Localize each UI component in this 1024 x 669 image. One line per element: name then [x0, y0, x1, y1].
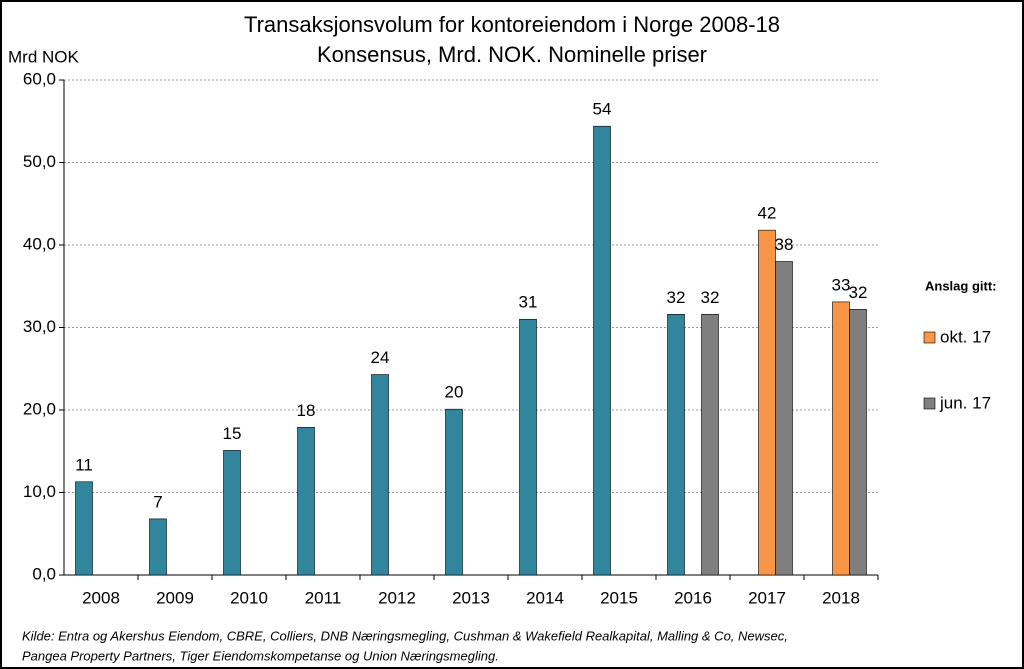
bar — [849, 309, 867, 576]
x-tick-label: 2011 — [305, 588, 342, 607]
y-tick-label: 0,0 — [32, 564, 56, 583]
x-tick-label: 2013 — [452, 588, 490, 607]
data-label: 32 — [701, 288, 720, 307]
x-tick-label: 2018 — [822, 588, 860, 607]
y-tick-label: 20,0 — [23, 399, 56, 418]
bar — [701, 313, 719, 576]
x-tick-label: 2008 — [82, 588, 120, 607]
legend-title: Anslag gitt: — [925, 278, 997, 293]
y-axis-label: Mrd NOK — [8, 47, 80, 66]
bar — [149, 518, 167, 576]
legend-label: jun. 17 — [939, 393, 991, 412]
data-label: 18 — [297, 401, 316, 420]
data-label: 33 — [832, 275, 851, 294]
x-tick-label: 2017 — [748, 588, 786, 607]
bar — [371, 374, 389, 576]
x-tick-label: 2012 — [378, 588, 416, 607]
bar — [758, 229, 776, 576]
data-label: 24 — [371, 348, 390, 367]
bar — [297, 427, 315, 576]
data-label: 7 — [153, 492, 162, 511]
data-label: 32 — [849, 283, 868, 302]
data-label: 32 — [667, 288, 686, 307]
y-tick-label: 30,0 — [23, 317, 56, 336]
x-tick-label: 2009 — [156, 588, 194, 607]
bar — [667, 313, 685, 576]
y-tick-label: 10,0 — [23, 482, 56, 501]
legend-swatch — [923, 331, 936, 344]
source: Kilde: Entra og Akershus Eiendom, CBRE, … — [22, 628, 788, 643]
y-tick-label: 40,0 — [23, 234, 56, 253]
x-tick-label: 2015 — [600, 588, 638, 607]
x-tick-label: 2010 — [230, 588, 268, 607]
data-label: 54 — [593, 100, 612, 119]
source: Pangea Property Partners, Tiger Eiendoms… — [22, 648, 499, 663]
legend-swatch — [923, 397, 936, 410]
bar — [75, 481, 93, 576]
chart-title: Transaksjonsvolum for kontoreiendom i No… — [244, 12, 780, 37]
y-tick-label: 60,0 — [23, 69, 56, 88]
bar — [223, 450, 241, 576]
data-label: 31 — [519, 293, 538, 312]
data-label: 42 — [758, 204, 777, 223]
bar — [445, 408, 463, 576]
bar — [775, 261, 793, 576]
y-tick-label: 50,0 — [23, 152, 56, 171]
bar — [519, 318, 537, 576]
data-label: 20 — [445, 383, 464, 402]
x-tick-label: 2014 — [526, 588, 564, 607]
x-tick-label: 2016 — [674, 588, 712, 607]
bar — [832, 301, 850, 576]
data-label: 15 — [223, 424, 242, 443]
bar — [593, 125, 611, 576]
data-label: 11 — [75, 455, 93, 474]
legend-label: okt. 17 — [940, 327, 991, 346]
data-label: 38 — [775, 235, 794, 254]
chart-subtitle: Konsensus, Mrd. NOK. Nominelle priser — [317, 42, 707, 67]
